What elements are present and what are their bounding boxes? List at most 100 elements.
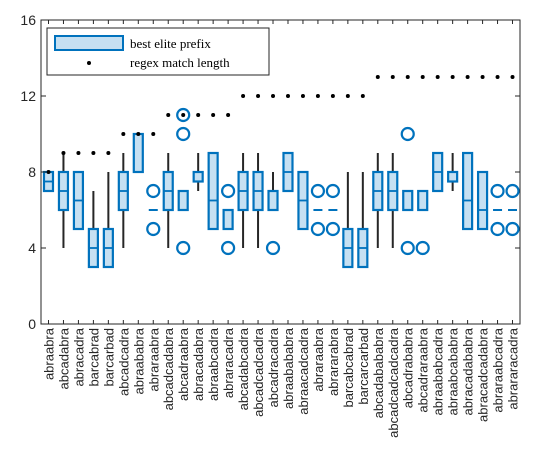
regex-match-dot — [360, 94, 365, 98]
box — [207, 151, 219, 231]
outlier — [176, 126, 191, 142]
xtick-label: barcarcarbad — [356, 328, 371, 405]
xtick-label: abcadcadabra — [161, 327, 176, 410]
outlier — [146, 221, 161, 237]
box-group-1 — [42, 170, 55, 193]
legend-label-best-elite-prefix: best elite prefix — [130, 36, 211, 51]
xtick-label: abcadabababra — [371, 327, 386, 418]
xtick-label: abraabababra — [281, 327, 296, 409]
box — [192, 170, 204, 183]
box-group-27 — [432, 151, 444, 193]
box-group-21 — [342, 172, 354, 269]
regex-match-dot — [271, 94, 276, 98]
regex-match-dot — [285, 94, 290, 98]
regex-match-dot — [91, 151, 96, 155]
box-group-17 — [282, 151, 294, 193]
legend-label-regex-match-length: regex match length — [130, 55, 230, 70]
xtick-label: abracadababra — [461, 327, 476, 415]
regex-match-dot — [465, 75, 470, 79]
box-group-5 — [102, 172, 114, 269]
xtick-label: abracadra — [71, 327, 86, 386]
ytick-label: 4 — [28, 240, 36, 256]
box-group-7 — [132, 132, 144, 174]
outlier — [221, 183, 236, 199]
box-group-22 — [357, 172, 369, 269]
regex-match-dot — [510, 75, 515, 79]
xtick-label: abraraabra — [146, 327, 161, 391]
box — [447, 170, 459, 183]
xtick-label: abraraabra — [311, 327, 326, 391]
box-group-4 — [87, 191, 99, 269]
regex-match-dot — [495, 75, 500, 79]
regex-match-dot — [241, 94, 246, 98]
outlier — [265, 240, 281, 256]
box-group-28 — [447, 153, 459, 191]
outlier — [146, 183, 161, 199]
box-group-31 — [490, 183, 505, 237]
regex-match-dot — [480, 75, 485, 79]
regex-match-dot — [390, 75, 395, 79]
regex-match-dot — [166, 113, 171, 117]
box-group-8 — [146, 183, 161, 237]
outlier — [490, 221, 505, 237]
xtick-label: abcadracadra — [266, 327, 281, 407]
box-group-12 — [207, 151, 219, 231]
outlier — [490, 183, 505, 199]
box-group-16 — [265, 172, 281, 256]
xtick-label: abrararacadra — [506, 327, 521, 409]
outlier — [221, 240, 236, 256]
legend-swatch-box — [54, 35, 124, 51]
regex-match-dot — [196, 113, 201, 117]
xtick-label: abcadrababra — [401, 327, 416, 408]
box-group-2 — [57, 153, 70, 248]
axis-ticks: 0 4 8 12 16 abraabra abcadabra abracadra barcabr… — [20, 12, 520, 438]
xtick-label: abracadcadabra — [476, 327, 491, 422]
box-group-15 — [252, 153, 264, 248]
outlier — [415, 240, 430, 256]
regex-match-dot — [300, 94, 305, 98]
box-group-14 — [237, 153, 249, 248]
xtick-label: abracadabra — [191, 327, 206, 401]
xtick-label: abraacadcadra — [296, 327, 311, 414]
box-group-13 — [221, 183, 236, 256]
regex-match-dot — [345, 94, 350, 98]
outlier — [325, 221, 340, 237]
box-group-18 — [297, 170, 309, 231]
legend: best elite prefix regex match length — [46, 27, 270, 76]
regex-match-dot — [226, 113, 231, 117]
regex-match-dot — [315, 94, 320, 98]
outlier — [325, 183, 340, 199]
regex-match-dot — [435, 75, 440, 79]
regex-match-dot — [211, 113, 216, 117]
xtick-label: barcarbad — [101, 328, 116, 387]
xtick-label: abcadcadcadcadra — [386, 327, 401, 438]
box-group-6 — [117, 153, 129, 248]
box-group-30 — [476, 170, 489, 231]
xtick-label: abcadcadcadra — [251, 327, 266, 417]
xtick-label: abcadabcadra — [236, 327, 251, 410]
regex-match-dot — [450, 75, 455, 79]
xtick-label: abcadcadra — [116, 327, 131, 396]
outlier — [400, 240, 415, 256]
plot-area — [42, 75, 520, 269]
xtick-label: abcadraabra — [176, 327, 191, 401]
regex-match-dot — [61, 151, 66, 155]
regex-match-dot — [405, 75, 410, 79]
xtick-label: abrararabra — [326, 327, 341, 396]
outlier — [400, 126, 415, 142]
box-group-3 — [72, 170, 85, 231]
box-group-9 — [162, 153, 174, 248]
box — [417, 189, 429, 212]
regex-match-dot — [136, 132, 141, 136]
box — [177, 189, 189, 212]
regex-match-dot — [330, 94, 335, 98]
xtick-label: abraababra — [131, 327, 146, 394]
ytick-label: 12 — [20, 88, 36, 104]
box-group-23 — [372, 153, 384, 248]
regex-match-dot — [106, 151, 111, 155]
box — [462, 151, 474, 231]
outlier — [505, 221, 520, 237]
regex-match-dot — [181, 113, 186, 117]
legend-swatch-dot — [87, 61, 91, 65]
